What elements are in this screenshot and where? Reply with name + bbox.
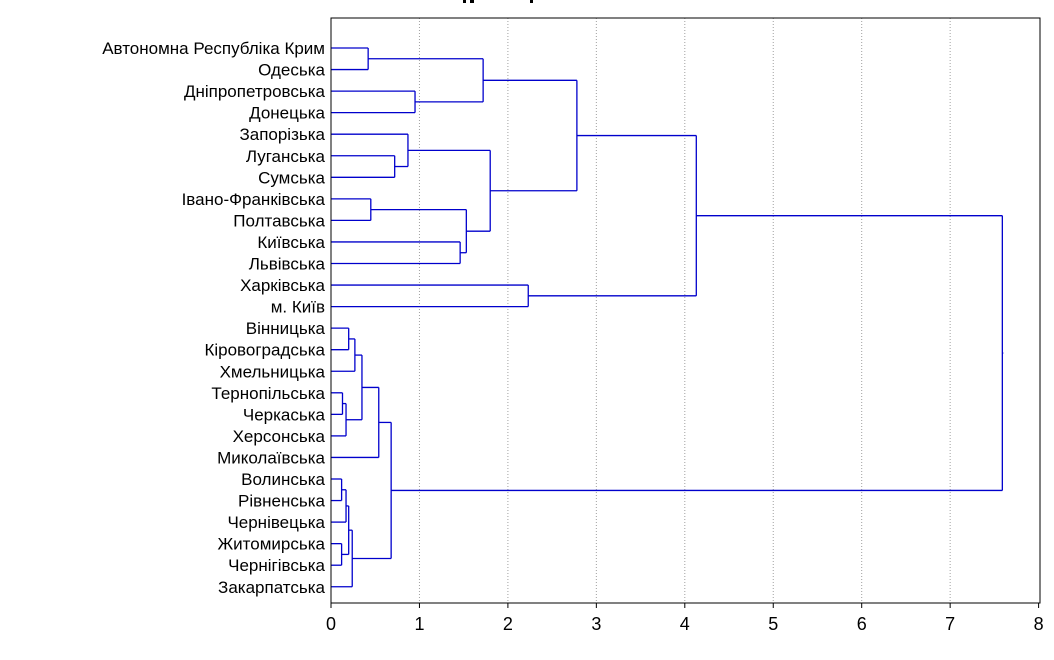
leaf-label: Волинська (241, 470, 325, 489)
leaf-label: Миколаївська (217, 448, 325, 467)
leaf-label: Полтавська (233, 211, 325, 230)
leaf-label: Харківська (240, 276, 325, 295)
leaf-label: Донецька (249, 104, 325, 123)
caption-fragment-mark (530, 0, 533, 3)
leaf-label: Чернігівська (228, 556, 325, 575)
x-tick-label: 6 (857, 614, 867, 634)
leaf-label: Чернівецька (227, 513, 325, 532)
leaf-label: Вінницька (246, 319, 326, 338)
leaf-label: Кіровоградська (204, 341, 325, 360)
leaf-label: Автономна Республіка Крим (102, 39, 325, 58)
leaf-label: Одеська (258, 61, 325, 80)
leaf-label: Сумська (258, 168, 325, 187)
clipped-caption-fragment (463, 0, 533, 3)
x-axis-ticks: 0 1 2 3 4 5 6 7 8 (326, 603, 1044, 634)
leaf-label: Дніпропетровська (184, 82, 326, 101)
leaf-label: Луганська (246, 147, 326, 166)
x-tick-label: 8 (1034, 614, 1044, 634)
leaf-labels: Автономна Республіка Крим Одеська Дніпропе… (102, 39, 325, 597)
x-tick-label: 4 (680, 614, 690, 634)
x-tick-label: 2 (503, 614, 513, 634)
leaf-label: Київська (257, 233, 325, 252)
caption-fragment-mark (470, 0, 474, 3)
leaf-label: Херсонська (233, 427, 326, 446)
leaf-label: Рівненська (238, 492, 326, 511)
leaf-label: Житомирська (217, 535, 325, 554)
leaf-label: Хмельницька (220, 362, 326, 381)
x-tick-label: 3 (591, 614, 601, 634)
x-tick-label: 0 (326, 614, 336, 634)
leaf-label: Черкаська (243, 405, 326, 424)
x-tick-label: 5 (768, 614, 778, 634)
leaf-label: Тернопільська (211, 384, 325, 403)
leaf-label: Івано-Франківська (182, 190, 326, 209)
caption-fragment-mark (463, 0, 466, 3)
x-tick-label: 1 (414, 614, 424, 634)
leaf-label: Запорізька (239, 125, 325, 144)
plot-frame (330, 17, 1041, 604)
x-tick-label: 7 (945, 614, 955, 634)
leaf-label: Закарпатська (218, 578, 325, 597)
leaf-label: м. Київ (271, 298, 325, 317)
leaf-label: Львівська (249, 255, 326, 274)
dendrogram-branches (331, 47, 1004, 588)
